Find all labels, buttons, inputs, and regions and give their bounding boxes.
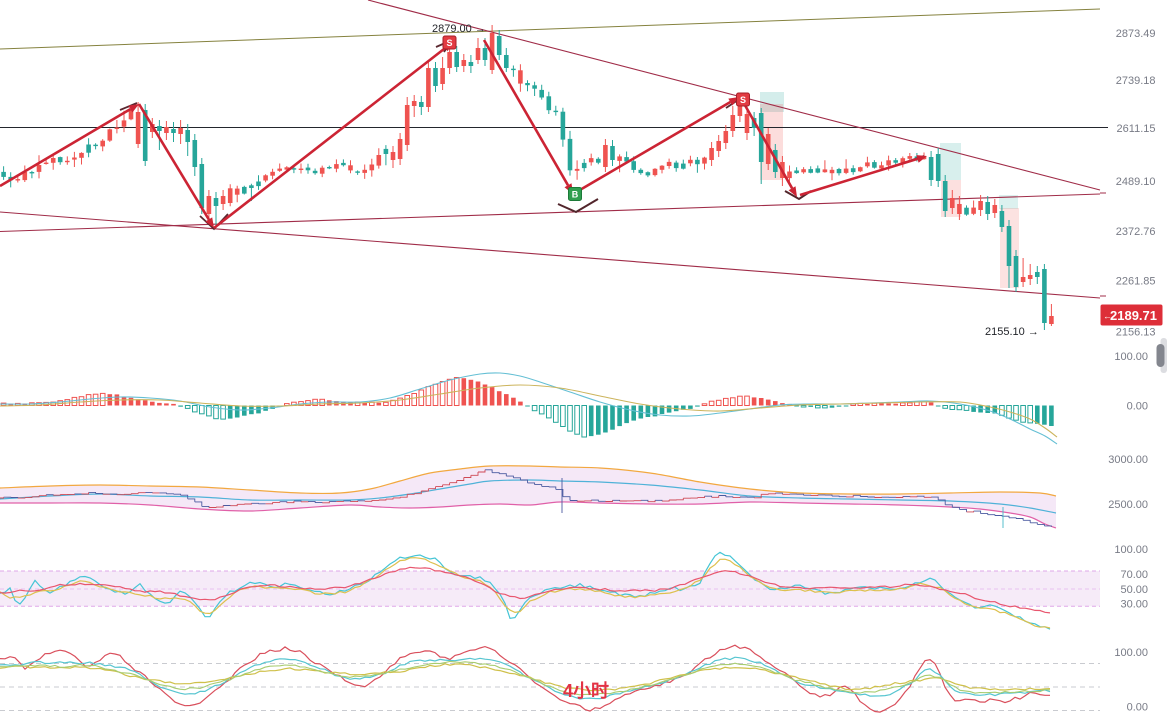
svg-text:3000.00: 3000.00	[1108, 454, 1148, 466]
svg-text:2156.13: 2156.13	[1116, 327, 1156, 339]
svg-text:←: ←	[1103, 311, 1112, 321]
svg-text:2155.10 →: 2155.10 →	[985, 326, 1039, 338]
svg-text:2489.10: 2489.10	[1116, 176, 1156, 188]
svg-text:2261.85: 2261.85	[1116, 276, 1156, 288]
svg-text:100.00: 100.00	[1114, 544, 1148, 556]
svg-text:2189.71: 2189.71	[1110, 308, 1157, 323]
svg-text:2739.18: 2739.18	[1116, 75, 1156, 87]
svg-text:70.00: 70.00	[1120, 569, 1148, 581]
svg-text:0.00: 0.00	[1127, 401, 1148, 413]
svg-text:2372.76: 2372.76	[1116, 226, 1156, 238]
svg-text:0.00: 0.00	[1127, 702, 1148, 714]
svg-text:4小时: 4小时	[563, 681, 609, 701]
svg-text:B: B	[572, 190, 579, 200]
svg-text:2611.15: 2611.15	[1117, 123, 1156, 135]
svg-text:2500.00: 2500.00	[1108, 499, 1148, 511]
svg-text:S: S	[740, 95, 746, 105]
svg-text:100.00: 100.00	[1114, 351, 1148, 363]
svg-text:2873.49: 2873.49	[1116, 28, 1156, 40]
svg-text:2879.00 →: 2879.00 →	[432, 23, 486, 35]
svg-text:50.00: 50.00	[1120, 584, 1148, 596]
svg-text:30.00: 30.00	[1120, 599, 1148, 611]
svg-text:S: S	[446, 38, 452, 48]
svg-text:100.00: 100.00	[1114, 647, 1148, 659]
